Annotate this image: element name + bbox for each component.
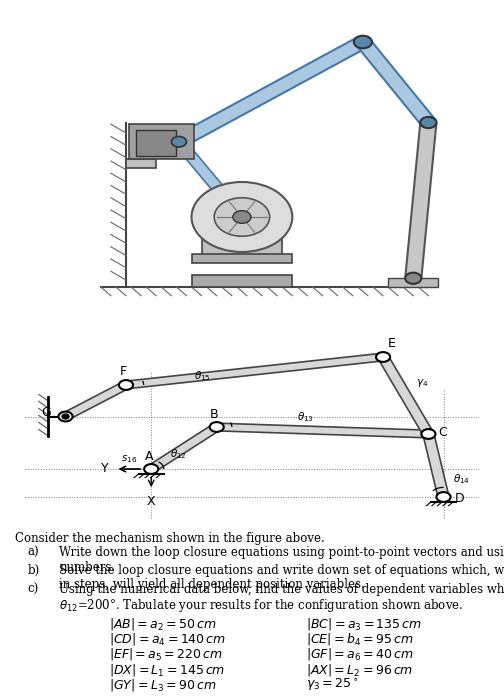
Polygon shape: [62, 382, 130, 419]
Circle shape: [421, 429, 435, 439]
Text: Solve the loop closure equations and write down set of equations which, when sol: Solve the loop closure equations and wri…: [59, 564, 504, 577]
Circle shape: [376, 352, 390, 362]
Text: c): c): [27, 583, 39, 596]
Text: Consider the mechanism shown in the figure above.: Consider the mechanism shown in the figu…: [15, 531, 325, 545]
Circle shape: [119, 380, 133, 390]
Circle shape: [144, 464, 158, 474]
Circle shape: [233, 211, 251, 223]
Circle shape: [210, 422, 224, 432]
Text: b): b): [27, 564, 40, 577]
Text: $s_{16}$: $s_{16}$: [121, 453, 137, 465]
Bar: [202, 217, 282, 256]
Text: $\theta_{14}$: $\theta_{14}$: [453, 473, 470, 486]
Circle shape: [171, 136, 186, 147]
Polygon shape: [423, 433, 449, 498]
Circle shape: [214, 197, 270, 237]
Text: B: B: [210, 407, 219, 421]
Bar: [192, 274, 292, 287]
Polygon shape: [378, 356, 433, 435]
Polygon shape: [405, 122, 436, 279]
Circle shape: [436, 492, 451, 502]
Text: E: E: [388, 337, 396, 350]
Text: $|EF|=a_5=220\,cm$: $|EF|=a_5=220\,cm$: [109, 646, 223, 662]
Polygon shape: [125, 354, 384, 388]
Text: F: F: [120, 365, 127, 378]
Bar: [129, 125, 194, 160]
Text: $\theta_{12}$: $\theta_{12}$: [170, 447, 187, 461]
Polygon shape: [216, 424, 429, 438]
Circle shape: [192, 182, 292, 252]
Circle shape: [354, 36, 372, 48]
Text: $|DX|=L_1=145\,cm$: $|DX|=L_1=145\,cm$: [109, 662, 225, 678]
Text: in steps, will yield all dependent position variables.: in steps, will yield all dependent posit…: [59, 578, 365, 591]
Text: $\theta_{15}$: $\theta_{15}$: [194, 370, 211, 384]
Bar: [192, 254, 292, 262]
Circle shape: [405, 272, 421, 284]
Polygon shape: [173, 139, 247, 219]
Text: $|GY|=L_3=90\,cm$: $|GY|=L_3=90\,cm$: [109, 677, 216, 693]
Text: $|BC|=a_3=135\,cm$: $|BC|=a_3=135\,cm$: [306, 616, 422, 632]
Text: C: C: [438, 426, 447, 439]
Text: $\theta_{12}$=200°. Tabulate your results for the configuration shown above.: $\theta_{12}$=200°. Tabulate your result…: [59, 597, 464, 614]
Text: $\gamma_3=25^\circ$: $\gamma_3=25^\circ$: [306, 677, 359, 693]
Text: $\gamma_4$: $\gamma_4$: [416, 377, 428, 389]
Text: $|AX|=L_2=96\,cm$: $|AX|=L_2=96\,cm$: [306, 662, 414, 678]
Circle shape: [420, 117, 436, 128]
Text: Using the numerical data below, find the values of dependent variables when: Using the numerical data below, find the…: [59, 583, 504, 596]
Polygon shape: [148, 424, 220, 472]
Circle shape: [62, 414, 69, 419]
Text: $|AB|=a_2=50\,cm$: $|AB|=a_2=50\,cm$: [109, 616, 217, 632]
Text: Y: Y: [101, 463, 108, 475]
Polygon shape: [173, 37, 368, 146]
Polygon shape: [356, 39, 435, 125]
Text: $|CE|=b_4=95\,cm$: $|CE|=b_4=95\,cm$: [306, 631, 414, 647]
Bar: [126, 160, 156, 168]
Text: X: X: [147, 496, 156, 508]
Text: $|CD|=a_4=140\,cm$: $|CD|=a_4=140\,cm$: [109, 631, 226, 647]
Text: $|GF|=a_6=40\,cm$: $|GF|=a_6=40\,cm$: [306, 646, 414, 662]
Text: a): a): [27, 547, 39, 559]
Circle shape: [58, 412, 73, 421]
Text: G: G: [42, 407, 51, 419]
Text: Write down the loop closure equations using point-to-point vectors and using com: Write down the loop closure equations us…: [59, 547, 504, 559]
Bar: [136, 130, 176, 156]
Bar: [388, 278, 438, 287]
Text: D: D: [455, 492, 464, 505]
Text: A: A: [145, 449, 153, 463]
Text: numbers.: numbers.: [59, 561, 115, 573]
Text: $\theta_{13}$: $\theta_{13}$: [297, 410, 314, 424]
